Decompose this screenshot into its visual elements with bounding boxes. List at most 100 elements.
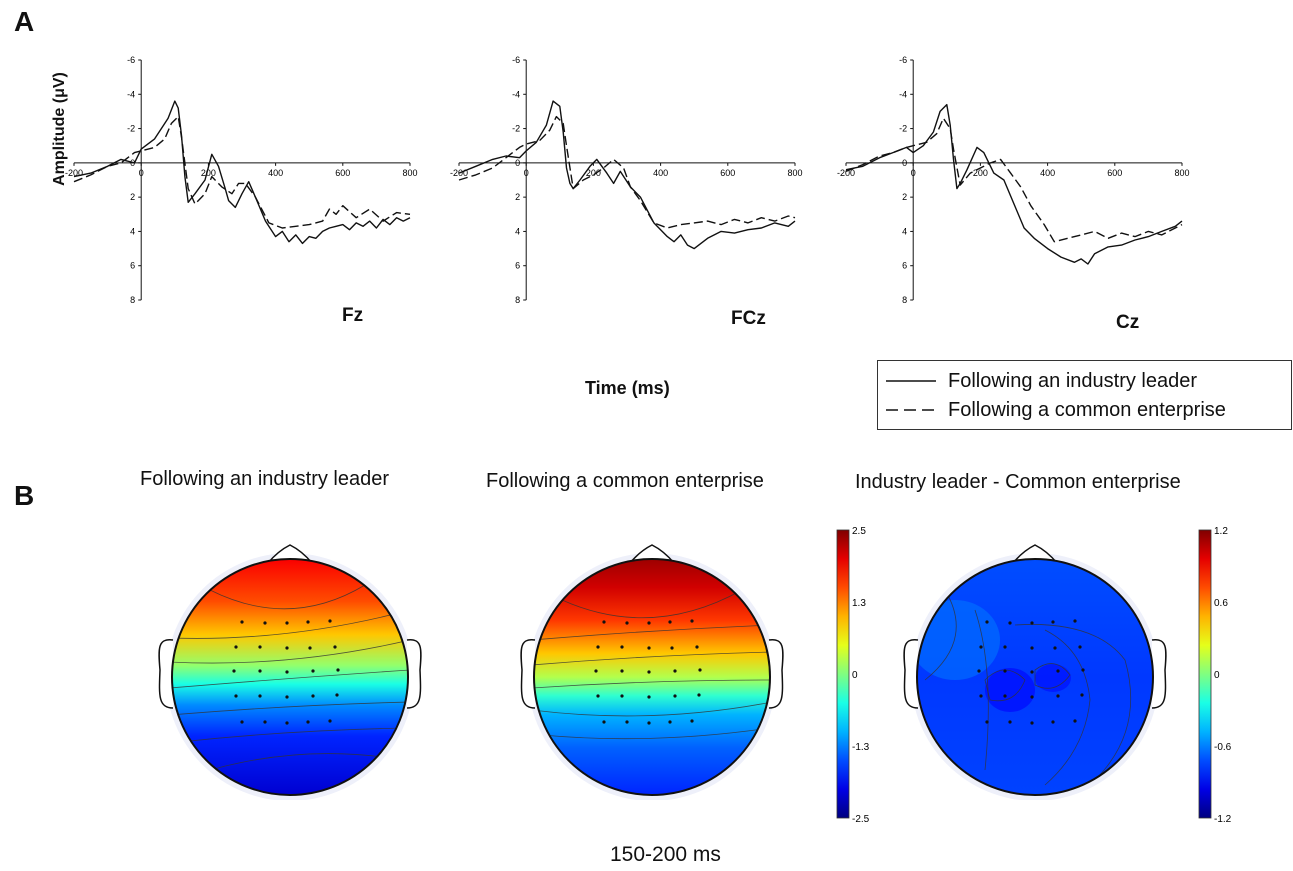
electrode-dot <box>258 645 262 649</box>
electrode-dot <box>333 645 337 649</box>
electrode-label-fz: Fz <box>342 305 364 326</box>
contour-line <box>172 669 408 689</box>
left-ear-outline <box>903 639 919 709</box>
electrode-dot <box>1008 621 1012 625</box>
electrode-label-cz: Cz <box>1116 312 1140 333</box>
right-ear-outline <box>768 639 784 709</box>
y-tick-label: -2 <box>512 124 520 134</box>
erp-plot-cz: -6 -4 -2 0 2 4 6 8 -200 0 200 400 600 800 <box>812 48 1202 315</box>
y-tick-label: 6 <box>515 261 520 271</box>
x-tick-label: -200 <box>65 168 83 178</box>
legend-solid-label: Following an industry leader <box>948 369 1198 392</box>
y-tick-label: -6 <box>512 55 520 65</box>
x-tick-label: 200 <box>201 168 216 178</box>
x-tick-label: 600 <box>720 168 735 178</box>
electrode-dot <box>311 694 315 698</box>
electrode-dot <box>328 719 332 723</box>
contour-line <box>1044 629 1091 786</box>
panel-letter-a: A <box>14 6 35 37</box>
topo-title-leader: Following an industry leader <box>140 468 390 490</box>
electrode-dot <box>594 669 598 673</box>
electrode-dot <box>285 670 289 674</box>
electrode-dot <box>1008 720 1012 724</box>
x-tick-label: 400 <box>653 168 668 178</box>
electrode-dot <box>1003 694 1007 698</box>
electrode-dot <box>1073 719 1077 723</box>
electrode-dot <box>285 695 289 699</box>
right-ear-outline <box>1151 639 1167 709</box>
x-tick-label: 0 <box>911 168 916 178</box>
electrode-dot <box>1003 645 1007 649</box>
contour-line <box>209 584 366 610</box>
colorbar-tick-label: -0.6 <box>1214 742 1232 753</box>
electrode-dot <box>647 646 651 650</box>
y-tick-label: 8 <box>130 295 135 305</box>
x-tick-label: 0 <box>524 168 529 178</box>
topomap-difference-svg <box>903 544 1167 801</box>
x-tick-label: 400 <box>1040 168 1055 178</box>
x-tick-label: 800 <box>402 168 417 178</box>
electrode-dot <box>336 668 340 672</box>
electrode-dot <box>285 621 289 625</box>
electrode-dot <box>308 646 312 650</box>
colorbar-tick-label: 1.3 <box>852 598 866 609</box>
contour-line <box>1034 663 1071 689</box>
electrode-dot <box>258 694 262 698</box>
electrode-dot <box>979 645 983 649</box>
electrode-dot <box>232 669 236 673</box>
electrode-dot <box>1053 646 1057 650</box>
contour-line <box>1014 624 1132 781</box>
electrode-dot <box>596 694 600 698</box>
electrode-dot <box>1078 645 1082 649</box>
erp-plot-fcz: -6 -4 -2 0 2 4 6 8 -200 0 200 400 600 800 <box>425 48 815 315</box>
colorbar-tick-label: 0 <box>852 670 858 681</box>
electrode-dot <box>1051 720 1055 724</box>
series-line-solid <box>845 103 1183 265</box>
electrode-dot <box>625 720 629 724</box>
electrode-dot <box>620 694 624 698</box>
contour-line <box>209 753 391 771</box>
y-tick-label: 6 <box>902 261 907 271</box>
y-tick-label: 6 <box>130 261 135 271</box>
x-tick-label: 200 <box>586 168 601 178</box>
head-outline <box>533 558 771 796</box>
electrode-dot <box>979 694 983 698</box>
colorbar-tick-label: -1.2 <box>1214 814 1232 825</box>
y-tick-label: -6 <box>127 55 135 65</box>
colorbar-difference: 1.2 0.6 0 -0.6 -1.2 <box>1198 526 1258 831</box>
electrode-dot <box>673 694 677 698</box>
electrode-dot <box>668 720 672 724</box>
y-tick-label: 8 <box>902 295 907 305</box>
x-tick-label: 600 <box>1107 168 1122 178</box>
legend-entry-dashed: Following a common enterprise <box>886 396 1226 424</box>
electrode-dot <box>1056 669 1060 673</box>
x-tick-label: 800 <box>1174 168 1189 178</box>
electrode-dot <box>1030 621 1034 625</box>
series-line-dashed <box>845 117 1183 243</box>
x-tick-label: 0 <box>139 168 144 178</box>
contour-line <box>534 701 770 717</box>
y-tick-label: -2 <box>127 124 135 134</box>
contour-line <box>541 727 770 740</box>
electrode-dot <box>263 621 267 625</box>
series-line-solid <box>73 100 411 245</box>
electrode-dot <box>690 719 694 723</box>
electrode-dot <box>602 720 606 724</box>
left-ear-outline <box>158 639 174 709</box>
contour-line <box>924 589 957 681</box>
head-outline <box>171 558 409 796</box>
erp-x-axis-label: Time (ms) <box>585 378 670 398</box>
legend-entry-solid: Following an industry leader <box>886 367 1197 395</box>
topo-title-common: Following a common enterprise <box>486 470 764 492</box>
electrode-dot <box>1030 721 1034 725</box>
electrode-dot <box>335 693 339 697</box>
colorbar-tick-label: 2.5 <box>852 526 866 537</box>
electrode-dot <box>1080 693 1084 697</box>
electrode-dot <box>647 621 651 625</box>
y-tick-label: -4 <box>127 89 135 99</box>
electrode-dot <box>668 620 672 624</box>
electrode-dot <box>240 620 244 624</box>
nose-outline <box>267 544 313 564</box>
electrode-dot <box>620 645 624 649</box>
colorbar-conditions-svg: 2.5 1.3 0 -1.3 -2.5 <box>836 526 870 825</box>
